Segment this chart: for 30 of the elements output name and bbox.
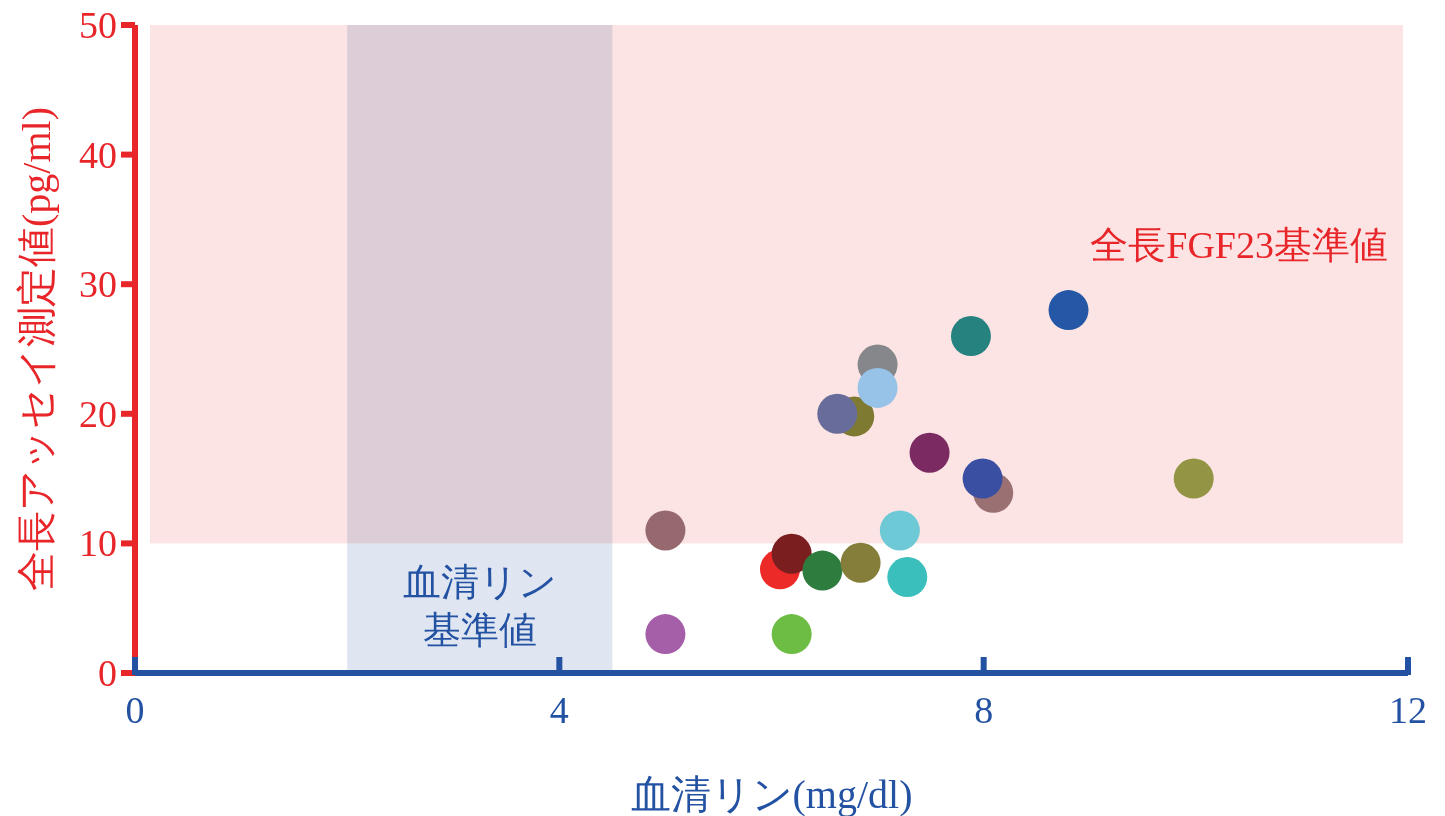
point [909,432,950,473]
point [887,557,928,598]
point [879,510,920,551]
point [1048,290,1089,331]
point [771,614,812,655]
y-tick-label: 30 [79,263,117,306]
point [950,316,991,357]
band: 血清リン基準値 [347,25,613,673]
point [645,614,686,655]
x-tick-label: 8 [974,689,994,731]
x-tick-label: 4 [549,689,569,731]
band-label: 全長FGF23基準値 [1090,224,1388,267]
point [817,393,858,434]
point [1173,458,1214,499]
y-tick-label: 40 [79,133,117,176]
y-tick-label: 20 [79,392,117,435]
point [857,367,898,408]
point [962,458,1003,499]
x-axis-title: 血清リン(mg/dl) [630,772,913,816]
y-tick-label: 10 [79,522,117,565]
x-tick-label: 12 [1389,689,1427,731]
point [645,510,686,551]
y-tick-label: 0 [98,652,117,694]
point [802,550,843,591]
y-axis-title: 全長アッセイ測定値(pg/ml) [14,107,59,591]
x-tick-label: 0 [125,689,145,731]
band-label: 血清リン基準値 [402,561,557,651]
point [840,542,881,583]
y-tick-label: 50 [79,4,117,46]
point [771,533,812,574]
